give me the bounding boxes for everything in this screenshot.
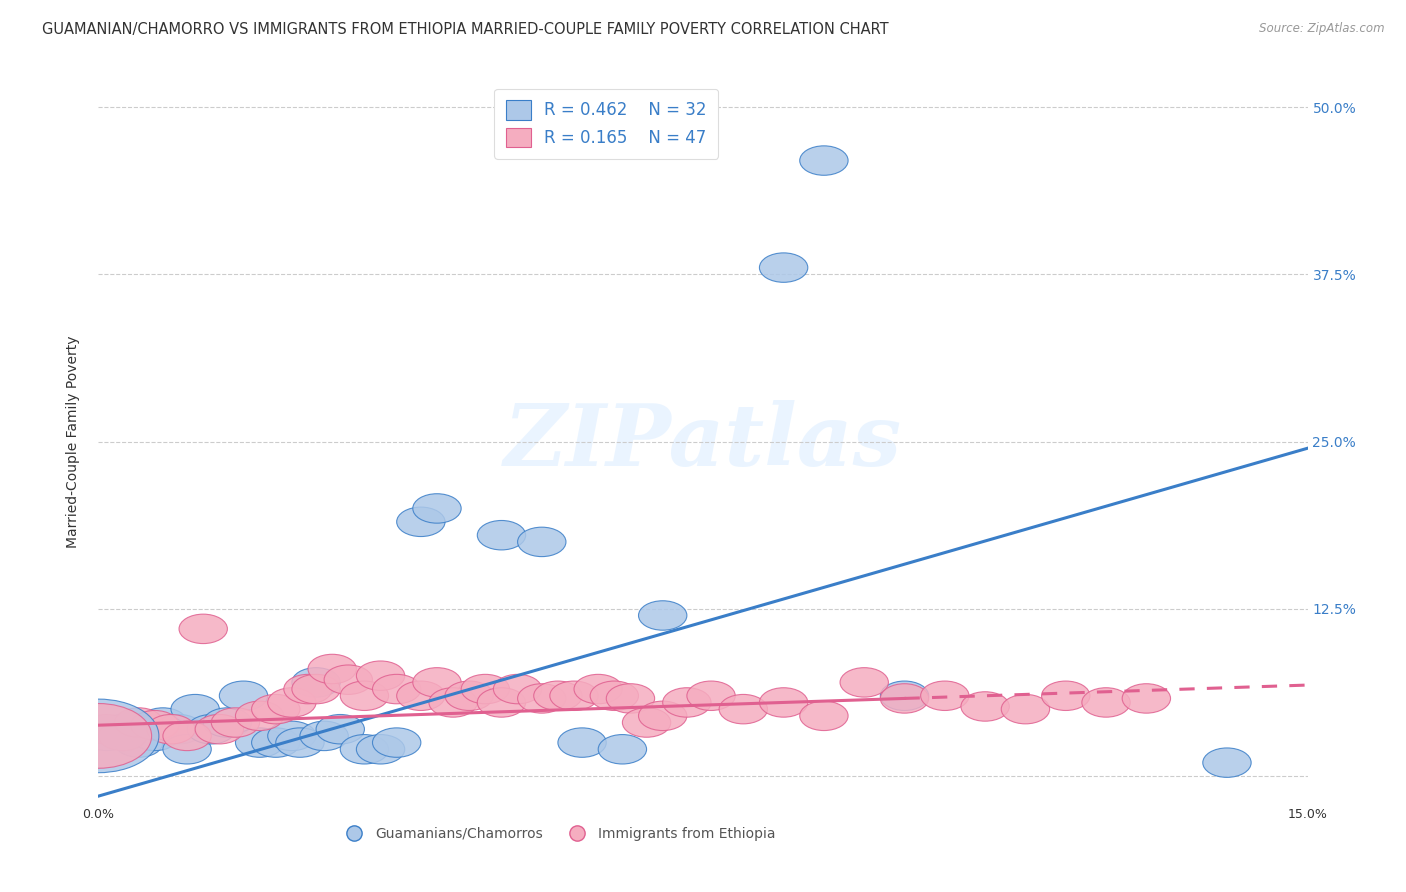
Ellipse shape (1001, 694, 1050, 724)
Ellipse shape (880, 681, 929, 710)
Ellipse shape (1202, 747, 1251, 778)
Text: GUAMANIAN/CHAMORRO VS IMMIGRANTS FROM ETHIOPIA MARRIED-COUPLE FAMILY POVERTY COR: GUAMANIAN/CHAMORRO VS IMMIGRANTS FROM ET… (42, 22, 889, 37)
Ellipse shape (98, 721, 146, 751)
Ellipse shape (131, 721, 179, 751)
Ellipse shape (235, 701, 284, 731)
Ellipse shape (308, 655, 356, 683)
Ellipse shape (494, 674, 541, 704)
Ellipse shape (477, 521, 526, 549)
Ellipse shape (83, 721, 131, 751)
Ellipse shape (413, 667, 461, 698)
Ellipse shape (638, 701, 688, 731)
Ellipse shape (921, 681, 969, 710)
Ellipse shape (446, 681, 494, 710)
Ellipse shape (316, 714, 364, 744)
Ellipse shape (574, 674, 623, 704)
Ellipse shape (800, 145, 848, 175)
Ellipse shape (292, 674, 340, 704)
Ellipse shape (211, 708, 260, 737)
Ellipse shape (606, 684, 655, 714)
Ellipse shape (1042, 681, 1090, 710)
Ellipse shape (163, 735, 211, 764)
Ellipse shape (759, 253, 808, 282)
Ellipse shape (1122, 684, 1171, 714)
Ellipse shape (340, 735, 388, 764)
Ellipse shape (373, 728, 420, 757)
Text: Source: ZipAtlas.com: Source: ZipAtlas.com (1260, 22, 1385, 36)
Ellipse shape (187, 714, 235, 744)
Ellipse shape (83, 714, 131, 744)
Ellipse shape (413, 494, 461, 523)
Ellipse shape (267, 721, 316, 751)
Ellipse shape (718, 694, 768, 724)
Ellipse shape (638, 601, 688, 630)
Ellipse shape (204, 708, 252, 737)
Ellipse shape (146, 714, 195, 744)
Ellipse shape (235, 728, 284, 757)
Ellipse shape (839, 667, 889, 698)
Ellipse shape (880, 684, 929, 714)
Ellipse shape (252, 694, 299, 724)
Ellipse shape (276, 728, 325, 757)
Ellipse shape (517, 684, 567, 714)
Ellipse shape (598, 735, 647, 764)
Ellipse shape (591, 681, 638, 710)
Ellipse shape (172, 694, 219, 724)
Ellipse shape (45, 704, 152, 768)
Ellipse shape (292, 667, 340, 698)
Ellipse shape (429, 688, 477, 717)
Ellipse shape (267, 688, 316, 717)
Ellipse shape (219, 681, 267, 710)
Ellipse shape (356, 661, 405, 690)
Text: ZIPatlas: ZIPatlas (503, 400, 903, 483)
Ellipse shape (252, 728, 299, 757)
Ellipse shape (98, 714, 146, 744)
Ellipse shape (477, 688, 526, 717)
Ellipse shape (1081, 688, 1130, 717)
Ellipse shape (155, 714, 204, 744)
Ellipse shape (623, 708, 671, 737)
Ellipse shape (396, 681, 446, 710)
Ellipse shape (534, 681, 582, 710)
Ellipse shape (38, 699, 159, 772)
Ellipse shape (131, 710, 179, 740)
Ellipse shape (800, 701, 848, 731)
Ellipse shape (550, 681, 598, 710)
Ellipse shape (356, 735, 405, 764)
Ellipse shape (284, 674, 332, 704)
Ellipse shape (163, 721, 211, 751)
Ellipse shape (139, 708, 187, 737)
Ellipse shape (340, 681, 388, 710)
Ellipse shape (325, 665, 373, 694)
Ellipse shape (558, 728, 606, 757)
Ellipse shape (396, 507, 446, 537)
Ellipse shape (960, 692, 1010, 721)
Ellipse shape (662, 688, 711, 717)
Ellipse shape (179, 614, 228, 644)
Ellipse shape (461, 674, 509, 704)
Ellipse shape (299, 721, 349, 751)
Ellipse shape (688, 681, 735, 710)
Legend: Guamanians/Chamorros, Immigrants from Ethiopia: Guamanians/Chamorros, Immigrants from Et… (335, 822, 782, 847)
Ellipse shape (114, 728, 163, 757)
Ellipse shape (373, 674, 420, 704)
Y-axis label: Married-Couple Family Poverty: Married-Couple Family Poverty (66, 335, 80, 548)
Ellipse shape (759, 688, 808, 717)
Ellipse shape (195, 714, 243, 744)
Ellipse shape (517, 527, 567, 557)
Ellipse shape (114, 708, 163, 737)
